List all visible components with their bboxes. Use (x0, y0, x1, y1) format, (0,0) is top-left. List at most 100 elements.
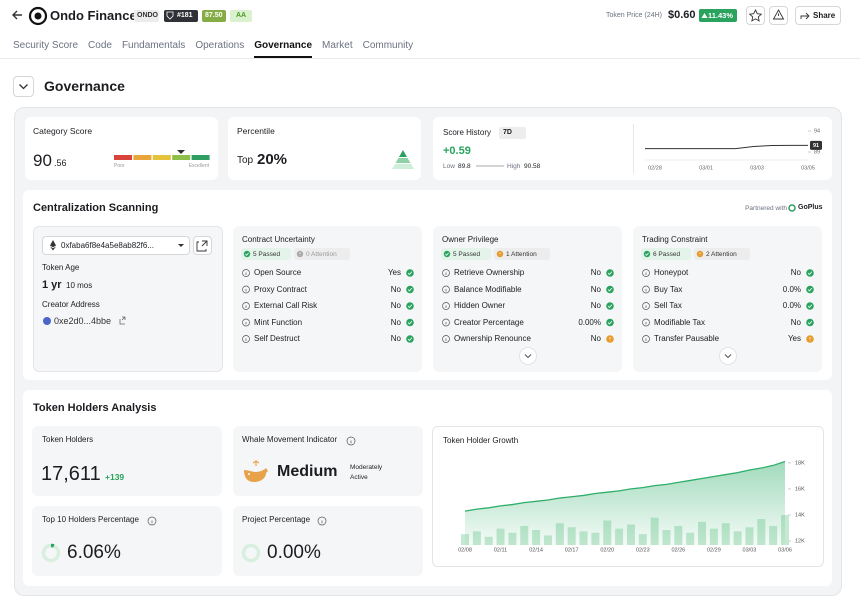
period-select[interactable] (499, 127, 526, 139)
expand-button[interactable] (519, 347, 537, 365)
holders-title: Token Holders Analysis (33, 402, 157, 414)
check-name: Mint Function (254, 317, 303, 327)
category-card (25, 117, 218, 180)
holders-change: +139 (105, 471, 125, 482)
address-select[interactable] (42, 236, 190, 255)
change-badge (699, 9, 737, 22)
ticker-badge (134, 10, 159, 22)
attention-badge (294, 248, 350, 260)
project-box (233, 506, 423, 576)
history-change: +0.59 (443, 145, 471, 157)
check-name: Proxy Contract (254, 284, 307, 294)
percentile-card (228, 117, 421, 180)
holders-count: 17,611 (41, 463, 101, 485)
grade: AA (236, 12, 247, 19)
header-divider (0, 58, 860, 59)
history-label: Score History (443, 128, 492, 137)
period[interactable]: 7D (503, 129, 512, 136)
check-value: Yes (387, 268, 401, 277)
tab[interactable]: Code (88, 40, 112, 51)
tab[interactable]: Governance (254, 40, 313, 51)
check-name: Creator Percentage (454, 317, 524, 327)
passed-count: 5 Passed (253, 250, 281, 258)
rank: #181 (177, 12, 193, 19)
check-name: Transfer Pausable (654, 334, 720, 343)
check-value: No (590, 284, 601, 294)
check-name: Self Destruct (254, 334, 300, 343)
tab[interactable]: Market (322, 40, 353, 51)
check-value: 0.00% (578, 317, 601, 327)
tab[interactable]: Security Score (13, 40, 79, 51)
share-label[interactable]: Share (813, 10, 836, 20)
passed-badge (641, 248, 691, 260)
check-name: Ownership Renounce (454, 334, 531, 343)
high-label: High (507, 162, 521, 170)
creator-address: 0xe2d0...4bbe (54, 316, 112, 326)
star-button[interactable] (746, 6, 765, 25)
low-label: Low (443, 162, 455, 170)
project-label: Project Percentage (242, 515, 311, 524)
expand-button[interactable] (719, 347, 737, 365)
category-label: Category Score (33, 125, 93, 136)
check-value: Yes (787, 334, 801, 343)
project-value: 0.00% (267, 542, 321, 563)
price-change: 11.43% (708, 11, 734, 20)
price: $0.60 (668, 9, 696, 21)
passed-count: 6 Passed (653, 250, 681, 258)
holders-box (32, 426, 222, 496)
tab[interactable]: Operations (195, 40, 245, 51)
logo-inner (34, 12, 42, 20)
age-years: 1 yr (42, 279, 62, 291)
token-address[interactable]: 0xfaba6f8e4a5e8ab82f6... (61, 240, 154, 250)
check-name: Buy Tax (654, 284, 683, 294)
category-value: 90 (33, 151, 52, 170)
age-label: Token Age (42, 263, 80, 272)
check-value: No (590, 301, 601, 310)
check-value: No (590, 334, 601, 343)
top10-value: 6.06% (67, 542, 121, 563)
check-name: Sell Tax (654, 301, 682, 310)
tab-underline (254, 56, 313, 58)
whale-box (233, 426, 423, 496)
ticker: ONDO (137, 12, 158, 19)
high-value: 90.58 (524, 162, 541, 170)
check-name: Honeypot (654, 268, 689, 277)
gauge-high: Excellent (188, 163, 209, 169)
check-value: No (790, 317, 801, 327)
tab[interactable]: Community (362, 40, 414, 51)
check-name: Balance Modifiable (454, 284, 522, 294)
centralization-title: Centralization Scanning (33, 202, 159, 214)
top10-label: Top 10 Holders Percentage (42, 515, 139, 524)
panel-title: Owner Privilege (442, 235, 499, 244)
check-name: External Call Risk (254, 301, 318, 310)
panel-title: Trading Constraint (642, 235, 708, 244)
panel-title: Contract Uncertainty (242, 235, 315, 244)
link-button[interactable] (193, 236, 212, 255)
score-badge (202, 10, 226, 22)
check-value: No (590, 268, 601, 277)
low-value: 89.8 (458, 162, 471, 170)
attention-badge (494, 248, 550, 260)
passed-badge (441, 248, 491, 260)
history-divider (633, 124, 634, 174)
tab[interactable]: Fundamentals (121, 40, 186, 51)
growth-title: Token Holder Growth (443, 436, 519, 445)
alert-button[interactable] (769, 6, 788, 25)
attention-count: 1 Attention (506, 250, 537, 258)
check-value: No (390, 334, 401, 343)
top10-box (32, 506, 222, 576)
passed-count: 5 Passed (453, 250, 481, 258)
back-icon (12, 10, 22, 20)
percentile-prefix: Top (237, 155, 254, 166)
check-name: Retrieve Ownership (454, 268, 525, 277)
check-name: Hidden Owner (454, 301, 506, 310)
share-button[interactable] (795, 6, 841, 25)
attention-badge (694, 248, 750, 260)
holders-label: Token Holders (42, 435, 94, 444)
attention-count: 2 Attention (706, 250, 737, 258)
check-name: Open Source (254, 268, 302, 277)
collapse-button[interactable] (13, 76, 34, 97)
check-value: No (390, 284, 401, 294)
price-label: Token Price (24H) (605, 12, 662, 19)
